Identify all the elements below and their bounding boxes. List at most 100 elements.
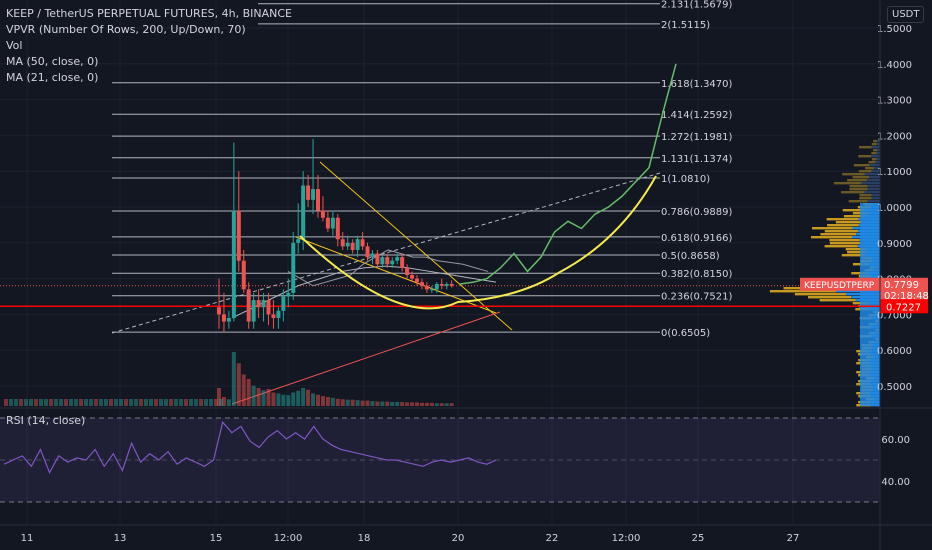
symbol-title[interactable]: KEEP / TetherUS PERPETUAL FUTURES, 4h, B… [6,7,292,20]
candle-body [419,282,424,286]
price-tick-label: 1.0000 [877,203,912,214]
candle-body [251,300,256,322]
volume-bar [246,379,251,406]
price-tick-label: 1.2000 [877,131,912,142]
price-tag-value: 0.7799 [884,280,919,291]
volume-bar [340,399,345,406]
candle-body [370,253,375,258]
vpvr-bar-down [875,161,880,164]
indicator-vpvr[interactable]: VPVR (Number Of Rows, 200, Up/Down, 70) [6,23,246,36]
vpvr-bar-up [829,242,860,245]
time-tick-label: 20 [452,533,465,544]
candle-body [316,189,320,211]
vpvr-bar-up [819,299,856,302]
vpvr-bar-up [842,173,865,176]
vpvr-bar-up [843,215,866,218]
projection-path [459,63,677,285]
candle-body [410,275,415,279]
volume-bar [19,399,23,406]
candle-body [449,283,454,286]
fib-retracement [112,3,660,333]
rsi-title[interactable]: RSI (14, close) [6,414,86,427]
candle-body [301,185,306,240]
vpvr-bar-down [867,200,880,203]
volume-bar [320,396,325,406]
volume-bar [74,399,78,406]
indicator-ma50[interactable]: MA (50, close, 0) [6,55,99,68]
fib-label: 2(1.5115) [661,20,710,31]
price-tick-label: 1.1000 [877,167,912,178]
candle-body [325,217,330,229]
price-tick-label: 1.5000 [877,24,912,35]
fib-label: 0.5(0.8658) [661,251,720,262]
candle-body [439,283,444,286]
time-tick-label: 13 [114,533,127,544]
candle-body [415,278,419,283]
volume-bar [204,399,208,406]
vpvr-bar-up [841,254,865,257]
indicator-vol[interactable]: Vol [6,39,23,52]
fib-label: 0.618(0.9166) [661,233,733,244]
candle-body [424,285,429,290]
volume-bar [69,399,73,406]
vpvr-bar-up [871,143,877,146]
candle-body [330,217,335,229]
vpvr-bar-down [876,152,880,155]
vpvr-bar-up [865,167,875,170]
fib-label: 1.414(1.2592) [661,110,733,121]
volume-bar [330,397,335,406]
volume-bar [429,402,434,406]
vpvr-bar-up [829,239,860,242]
volume-bar [64,399,68,406]
volume-bar [266,388,271,406]
candle-body [276,310,281,318]
volume-bar [316,394,320,406]
volume-bar [184,399,188,406]
candle-body [340,239,345,247]
vpvr-bar-down [869,176,880,179]
volume-bar [444,403,449,406]
candle-body [390,260,395,265]
vpvr-bar-up [871,152,877,155]
volume-bars [4,352,454,406]
volume-bar [89,399,93,406]
volume-bar [154,399,158,406]
vpvr-bar-up [849,188,868,191]
vpvr-bar-up [849,185,868,188]
candle-body [266,300,271,315]
vpvr-bar-up [794,293,846,296]
ma-21-line [287,249,489,287]
vpvr-bar-down [864,173,880,176]
volume-bar [261,390,266,406]
currency-badge[interactable]: USDT [887,6,925,23]
time-tick-label: 18 [358,533,371,544]
vpvr-bar-up [808,296,852,299]
volume-bar [179,399,183,406]
vpvr-bar-up [868,161,876,164]
time-tick-label: 12:00 [612,533,641,544]
volume-bar [194,399,198,406]
volume-bar [439,403,444,406]
vpvr-bar-up [847,179,867,182]
volume-bar [395,401,400,406]
vpvr-bar-down [869,164,880,167]
value-area-block [860,203,880,406]
volume-bar [410,402,415,406]
vpvr-bar-up [852,176,870,179]
candle-body [217,307,221,315]
candle-body [345,242,350,247]
candle-body [429,289,434,291]
red-trend-line [231,311,501,405]
vpvr-bar-up [858,170,872,173]
indicator-ma21[interactable]: MA (21, close, 0) [6,71,99,84]
volume-bar [296,390,301,406]
volume-bar [144,399,148,406]
ma-50-line [231,265,497,319]
candle-body [434,283,439,290]
time-tick-label: 15 [210,533,223,544]
volume-bar [214,399,218,406]
vpvr-bar-down [867,188,880,191]
candle-body [296,239,301,243]
volume-bar [231,352,236,406]
